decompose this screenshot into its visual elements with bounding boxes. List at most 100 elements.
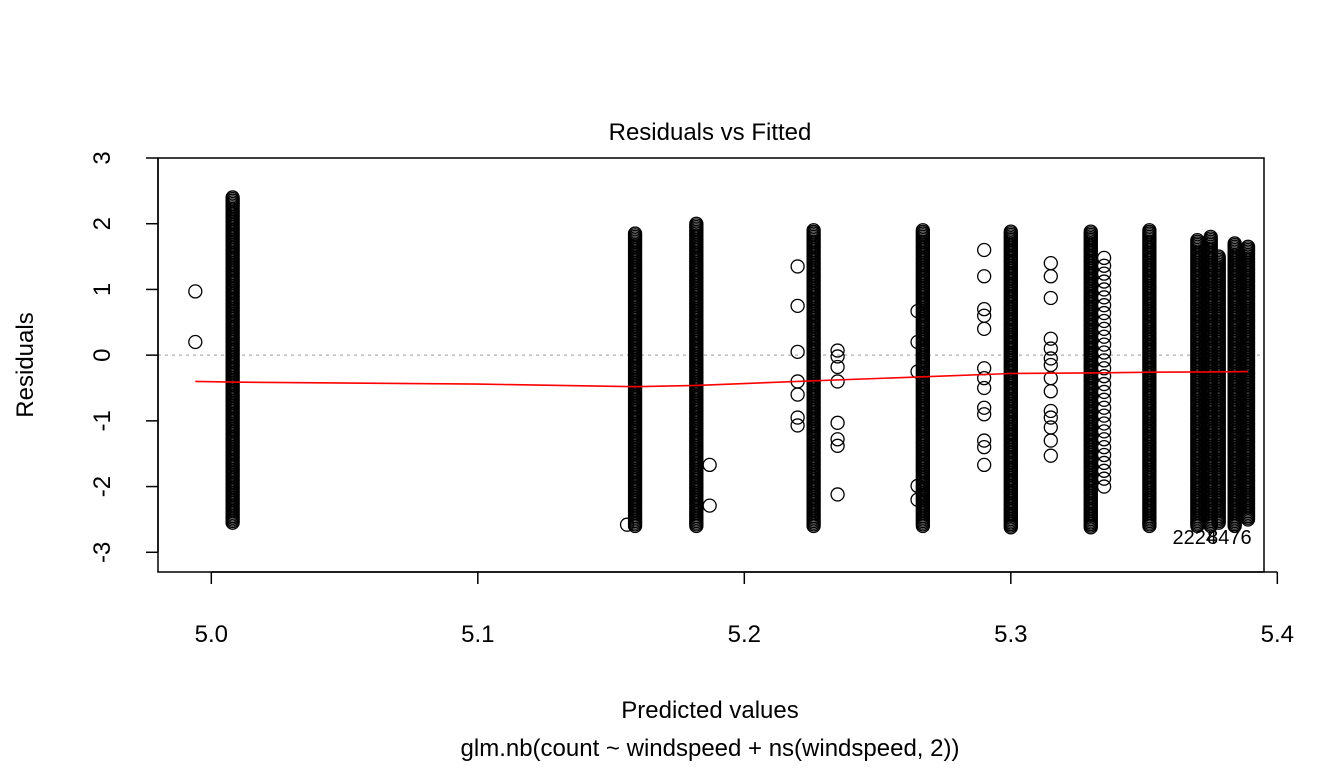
x-axis-label: Predicted values — [621, 697, 798, 724]
y-tick-label: 3 — [89, 151, 116, 164]
chart-subtitle: glm.nb(count ~ windspeed + ns(windspeed,… — [461, 735, 960, 762]
residual-point — [1096, 447, 1112, 463]
residual-point — [977, 407, 992, 422]
residual-point — [1043, 403, 1058, 419]
residual-point — [910, 478, 925, 494]
residual-point — [977, 301, 992, 317]
residual-point — [830, 415, 845, 430]
residual-point — [1096, 471, 1112, 486]
residual-point — [977, 321, 992, 337]
residual-point — [225, 190, 240, 205]
residual-point — [830, 432, 845, 447]
residual-point — [1096, 400, 1112, 415]
residual-point — [1096, 345, 1112, 360]
residual-point — [830, 359, 845, 375]
residual-point — [1211, 249, 1226, 264]
residual-point — [830, 349, 845, 364]
residual-point — [1096, 266, 1112, 281]
chart-title: Residuals vs Fitted — [609, 119, 812, 146]
x-axis: 5.0 5.1 5.2 5.3 5.4 — [195, 571, 1294, 648]
residual-point — [1096, 305, 1112, 321]
residual-point — [1096, 408, 1112, 423]
residual-point — [1096, 369, 1112, 384]
residual-point — [702, 498, 717, 513]
residual-point — [1043, 341, 1058, 356]
y-tick-label: 0 — [89, 348, 116, 361]
residual-point — [689, 216, 704, 231]
residual-point — [1096, 376, 1112, 392]
outlier-label: 2224 — [1172, 527, 1217, 549]
x-tick-label: 5.1 — [461, 621, 494, 648]
residual-point — [1096, 290, 1112, 305]
residual-point — [627, 226, 643, 241]
residual-point — [188, 284, 203, 299]
residual-point — [910, 303, 925, 319]
residual-point — [1096, 353, 1112, 368]
residual-point — [977, 242, 992, 258]
residual-point — [1096, 424, 1112, 439]
x-tick-label: 5.4 — [1261, 621, 1294, 648]
residual-point — [188, 334, 203, 350]
residual-point — [830, 374, 845, 389]
residual-point — [1096, 274, 1112, 289]
residual-point — [790, 344, 805, 360]
residual-point — [790, 259, 805, 274]
residual-point — [1142, 223, 1157, 238]
residual-point — [1227, 236, 1242, 251]
residual-point — [1043, 448, 1058, 463]
residual-point — [977, 370, 992, 386]
residual-point — [790, 298, 805, 314]
residual-point — [1043, 269, 1058, 284]
residual-point — [1096, 455, 1112, 471]
smoothing-line — [195, 370, 1249, 388]
residual-point — [915, 223, 931, 238]
residual-point — [977, 400, 992, 415]
residual-point — [1096, 321, 1112, 337]
residual-point — [1096, 337, 1112, 352]
residual-point — [1096, 329, 1112, 344]
residual-point — [977, 433, 992, 448]
residual-point — [977, 380, 992, 396]
residual-point — [1096, 384, 1112, 400]
residual-point — [1096, 282, 1112, 297]
residual-point — [977, 439, 992, 455]
residual-point — [1043, 290, 1058, 306]
residual-point — [910, 364, 925, 379]
residual-point — [830, 487, 845, 502]
x-tick-label: 5.0 — [195, 621, 228, 648]
residual-point — [1043, 384, 1058, 399]
y-axis-label: Residuals — [12, 312, 39, 417]
residual-point — [1203, 229, 1218, 245]
residual-point — [1096, 479, 1112, 494]
residual-point — [1003, 224, 1018, 239]
residual-point — [1096, 258, 1112, 273]
residual-point — [1043, 433, 1058, 448]
residual-point — [1096, 463, 1112, 478]
residual-point — [1096, 361, 1112, 376]
y-tick-label: 2 — [89, 217, 116, 230]
x-tick-label: 5.3 — [994, 621, 1027, 648]
residual-point — [1096, 432, 1112, 447]
residual-point — [790, 387, 805, 402]
residual-point — [1096, 298, 1112, 313]
y-tick-label: -3 — [89, 542, 116, 563]
residual-point — [830, 343, 845, 358]
x-tick-label: 5.2 — [728, 621, 761, 648]
residual-point — [1083, 224, 1098, 239]
residual-point — [1043, 351, 1058, 366]
y-tick-label: -1 — [89, 410, 116, 431]
y-tick-label: -2 — [89, 476, 116, 497]
residual-point — [910, 334, 925, 350]
residual-point — [830, 438, 845, 453]
y-tick-label: 1 — [89, 283, 116, 296]
residual-point — [1240, 239, 1256, 254]
residual-point — [977, 269, 992, 284]
residual-point — [1096, 439, 1112, 455]
residual-point — [702, 457, 717, 473]
residual-point — [790, 418, 805, 433]
residual-point — [619, 517, 635, 532]
residual-point — [1096, 313, 1112, 329]
